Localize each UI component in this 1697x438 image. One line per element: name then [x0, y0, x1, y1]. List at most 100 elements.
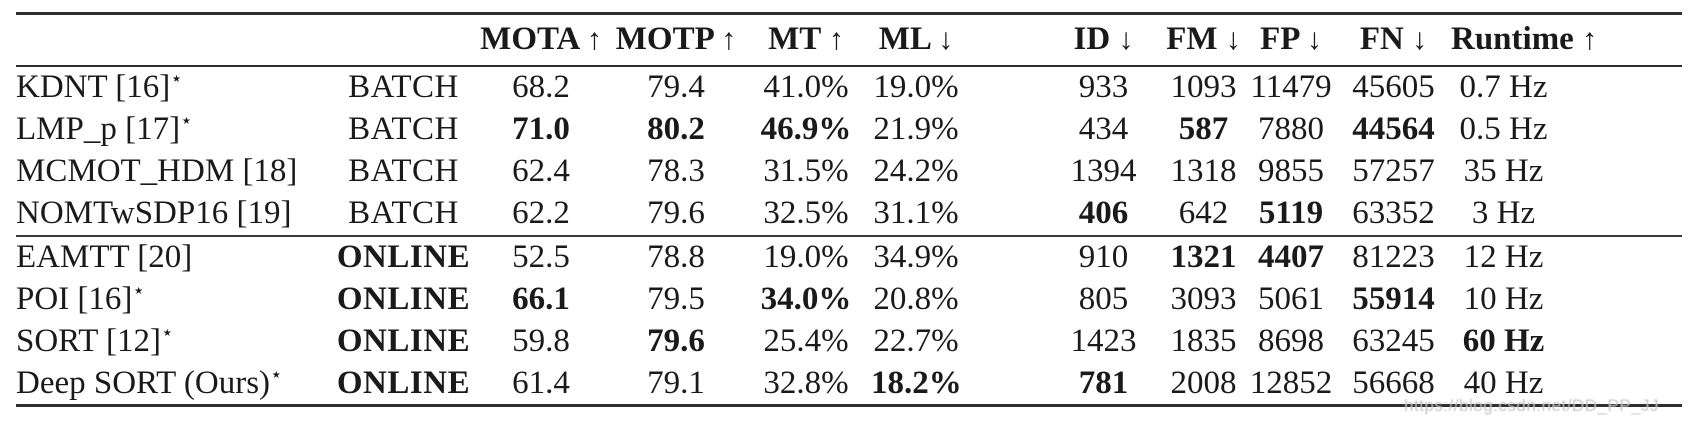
column-header-runtime: Runtime ↑ [1451, 21, 1598, 58]
value-cell-mota: 59.8 [512, 323, 570, 360]
value-cell-id: 434 [1078, 110, 1129, 147]
value-cell-fp: 5061 [1258, 280, 1324, 317]
table-body: KDNT [16]⋆ BATCH 68.2 79.4 41.0% 19.0% 933 1093… [16, 66, 1682, 406]
table-row: POI [16]⋆ ONLINE 66.1 79.5 34.0% 20.8% 805 3093… [16, 278, 1682, 321]
arrow-up-icon: ↑ [721, 23, 737, 57]
value-cell-ml: 22.7% [873, 323, 959, 360]
value-cell-mt: 34.0% [760, 280, 852, 317]
value-cell-ml: 18.2% [871, 365, 962, 401]
value-cell-id: 781 [1078, 365, 1129, 401]
value-cell-fn: 63352 [1352, 195, 1435, 232]
value-cell-fm: 1318 [1170, 153, 1237, 190]
column-header-fm: FM ↓ [1166, 21, 1241, 58]
value-cell-fm: 2008 [1170, 365, 1237, 401]
value-cell-runtime: 60 Hz [1462, 323, 1545, 360]
value-cell-motp: 78.8 [647, 238, 705, 275]
value-cell-ml: 34.9% [873, 238, 959, 275]
value-cell-mota: 52.5 [512, 238, 570, 275]
table-row: Deep SORT (Ours)⋆ ONLINE 61.4 79.1 32.8% 18.2… [16, 363, 1682, 406]
value-cell-mt: 32.5% [763, 195, 849, 232]
mode-cell: BATCH [348, 195, 459, 232]
value-cell-fp: 11479 [1250, 68, 1332, 105]
value-cell-motp: 79.6 [647, 323, 705, 360]
mode-cell: BATCH [348, 153, 459, 190]
column-header-mode [336, 14, 471, 66]
mode-cell: ONLINE [336, 280, 471, 317]
value-cell-ml: 31.1% [873, 195, 959, 232]
value-cell-fn: 45605 [1352, 68, 1435, 105]
value-cell-fn: 55914 [1352, 280, 1435, 317]
star-marker: ⋆ [161, 322, 174, 345]
arrow-up-icon: ↑ [586, 23, 602, 57]
value-cell-motp: 78.3 [647, 153, 705, 190]
value-cell-fm: 1093 [1170, 68, 1237, 105]
results-table-container: MOTA ↑ MOTP ↑ MT ↑ ML ↓ ID ↓ FM ↓ FP ↓ FN ↓ Runt… [16, 12, 1682, 407]
value-cell-fm: 587 [1178, 110, 1229, 147]
value-cell-mota: 62.2 [512, 195, 570, 232]
value-cell-fp: 5119 [1258, 195, 1324, 232]
mot16-results-table: MOTA ↑ MOTP ↑ MT ↑ ML ↓ ID ↓ FM ↓ FP ↓ FN ↓ Runt… [16, 12, 1682, 407]
value-cell-fm: 1835 [1170, 323, 1237, 360]
table-row: KDNT [16]⋆ BATCH 68.2 79.4 41.0% 19.0% 933 1093… [16, 66, 1682, 109]
value-cell-runtime: 10 Hz [1463, 280, 1544, 317]
value-cell-ml: 24.2% [873, 153, 959, 190]
value-cell-mota: 71.0 [512, 110, 570, 147]
value-cell-motp: 79.1 [647, 365, 705, 401]
table-row: EAMTT [20] ONLINE 52.5 78.8 19.0% 34.9% 910 132… [16, 235, 1682, 279]
value-cell-mt: 31.5% [763, 153, 849, 190]
mode-cell: BATCH [348, 68, 459, 105]
value-cell-id: 910 [1078, 238, 1129, 275]
value-cell-fp: 7880 [1258, 110, 1324, 147]
arrow-down-icon: ↓ [1412, 23, 1428, 57]
star-marker: ⋆ [180, 109, 193, 132]
table-row: MCMOT_HDM [18] BATCH 62.4 78.3 31.5% 24.2% 139… [16, 151, 1682, 194]
column-header-fn: FN ↓ [1359, 21, 1428, 58]
arrow-up-icon: ↑ [1582, 23, 1598, 57]
value-cell-runtime: 0.5 Hz [1459, 110, 1548, 147]
table-row: NOMTwSDP16 [19] BATCH 62.2 79.6 32.5% 31.1% 40… [16, 193, 1682, 236]
arrow-up-icon: ↑ [828, 23, 844, 57]
table-row: LMP_p [17]⋆ BATCH 71.0 80.2 46.9% 21.9% 434 587… [16, 108, 1682, 151]
value-cell-ml: 20.8% [873, 280, 959, 317]
star-marker: ⋆ [170, 67, 183, 90]
column-header-motp: MOTP ↑ [615, 21, 737, 58]
value-cell-fm: 3093 [1170, 280, 1237, 317]
method-name: EAMTT [20] [16, 238, 193, 275]
column-header-fp: FP ↓ [1260, 21, 1322, 58]
value-cell-motp: 79.5 [647, 280, 705, 317]
mode-cell: ONLINE [336, 323, 471, 360]
value-cell-mt: 46.9% [760, 110, 852, 147]
value-cell-mota: 68.2 [512, 68, 570, 105]
column-header-id: ID ↓ [1073, 21, 1134, 58]
value-cell-id: 933 [1078, 68, 1129, 105]
value-cell-mt: 25.4% [763, 323, 849, 360]
method-name: SORT [12]⋆ [16, 322, 174, 360]
value-cell-mota: 62.4 [512, 153, 570, 190]
value-cell-id: 406 [1078, 195, 1129, 232]
value-cell-motp: 80.2 [647, 110, 705, 147]
value-cell-fp: 8698 [1258, 323, 1324, 360]
column-header-mt: MT ↑ [768, 21, 844, 58]
value-cell-motp: 79.4 [647, 68, 705, 105]
value-cell-mt: 19.0% [763, 238, 849, 275]
value-cell-ml: 21.9% [873, 110, 959, 147]
value-cell-runtime: 40 Hz [1463, 365, 1544, 401]
value-cell-runtime: 35 Hz [1463, 153, 1544, 190]
method-name: MCMOT_HDM [18] [16, 153, 298, 190]
value-cell-runtime: 12 Hz [1463, 238, 1544, 275]
value-cell-id: 1423 [1070, 323, 1137, 360]
star-marker: ⋆ [132, 279, 145, 302]
header-row: MOTA ↑ MOTP ↑ MT ↑ ML ↓ ID ↓ FM ↓ FP ↓ FN ↓ Runt… [16, 14, 1682, 66]
mode-cell: BATCH [348, 110, 459, 147]
column-header-ml: ML ↓ [878, 21, 954, 58]
value-cell-runtime: 0.7 Hz [1459, 68, 1548, 105]
arrow-down-icon: ↓ [1306, 23, 1322, 57]
value-cell-runtime: 3 Hz [1471, 195, 1536, 232]
value-cell-fm: 642 [1178, 195, 1229, 232]
method-name: NOMTwSDP16 [19] [16, 195, 292, 232]
value-cell-fn: 57257 [1352, 153, 1435, 190]
mode-cell: ONLINE [336, 238, 471, 275]
method-name: Deep SORT (Ours)⋆ [16, 364, 283, 401]
column-header-method [16, 14, 336, 66]
value-cell-id: 1394 [1070, 153, 1137, 190]
